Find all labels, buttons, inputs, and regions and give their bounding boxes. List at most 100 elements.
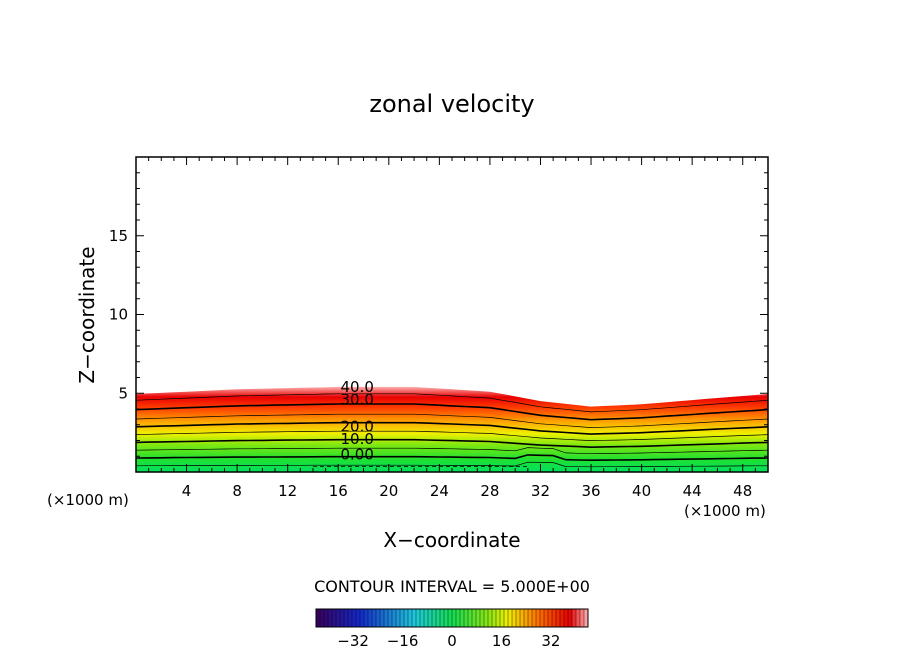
- colorbar-swatch: [344, 609, 349, 627]
- colorbar-swatch: [524, 609, 529, 627]
- contour-label: 20.0: [340, 417, 373, 435]
- x-tick-label: 16: [329, 482, 348, 500]
- colorbar-frame: [315, 608, 589, 628]
- colorbar-swatch: [568, 609, 573, 627]
- colorbar-swatch: [316, 609, 321, 627]
- contour-labels: 40.030.0 20.010.00.00: [340, 378, 373, 464]
- colorbar-swatch: [388, 609, 393, 627]
- colorbar-swatch: [572, 609, 577, 627]
- colorbar-swatch: [408, 609, 413, 627]
- colorbar-swatch: [352, 609, 357, 627]
- contour-line: [136, 393, 768, 413]
- colorbar-swatch: [356, 609, 361, 627]
- chart-title: zonal velocity: [369, 90, 534, 118]
- colorbar-swatch: [324, 609, 329, 627]
- x-unit-left: (×1000 m): [47, 491, 129, 509]
- colorbar-swatch: [476, 609, 481, 627]
- x-tick-label: 4: [182, 482, 192, 500]
- contour-line: [136, 461, 768, 468]
- x-unit-right: (×1000 m): [684, 502, 766, 520]
- contour-lines: [136, 393, 768, 468]
- colorbar-swatch: [396, 609, 401, 627]
- x-tick-label: 12: [278, 482, 297, 500]
- colorbar-tick-label: −16: [387, 632, 419, 650]
- colorbar-swatch: [532, 609, 537, 627]
- contour-line: [136, 421, 768, 435]
- x-tick-label: 32: [531, 482, 550, 500]
- colorbar-swatch: [432, 609, 437, 627]
- colorbar-swatch: [384, 609, 389, 627]
- colorbar-swatch: [448, 609, 453, 627]
- contour-line: [136, 447, 768, 455]
- contour-line: [136, 438, 768, 449]
- y-axis-ticks: 5 10 15: [109, 172, 768, 457]
- x-tick-label: 28: [480, 482, 499, 500]
- colorbar: [315, 608, 589, 628]
- colorbar-swatch: [552, 609, 557, 627]
- colorbar-swatch: [332, 609, 337, 627]
- colorbar-swatch: [428, 609, 433, 627]
- colorbar-swatch: [320, 609, 325, 627]
- x-tick-label: 48: [733, 482, 752, 500]
- colorbar-swatch: [464, 609, 469, 627]
- colorbar-swatch: [492, 609, 497, 627]
- colorbar-swatch: [580, 609, 585, 627]
- colorbar-swatch: [584, 609, 589, 627]
- colorbar-swatch: [520, 609, 525, 627]
- colorbar-swatch: [504, 609, 509, 627]
- colorbar-swatch: [440, 609, 445, 627]
- colorbar-tick-labels: −32 −16 0 16 32: [337, 632, 560, 650]
- x-tick-label: 40: [632, 482, 651, 500]
- colorbar-swatch: [548, 609, 553, 627]
- y-tick-label: 5: [118, 384, 128, 402]
- y-axis-title: Z−coordinate: [75, 246, 99, 383]
- colorbar-swatch: [436, 609, 441, 627]
- x-tick-label: 8: [232, 482, 242, 500]
- colorbar-swatch: [364, 609, 369, 627]
- colorbar-tick-label: 16: [492, 632, 511, 650]
- colorbar-swatch: [444, 609, 449, 627]
- contour-line: [136, 454, 768, 462]
- colorbar-swatch: [380, 609, 385, 627]
- contour-line: [136, 403, 768, 421]
- colorbar-swatch: [348, 609, 353, 627]
- colorbar-swatch: [392, 609, 397, 627]
- contour-interval-text: CONTOUR INTERVAL = 5.000E+00: [314, 577, 590, 596]
- colorbar-swatch: [376, 609, 381, 627]
- contour-label: 30.0: [340, 391, 373, 409]
- colorbar-swatch: [544, 609, 549, 627]
- x-tick-label: 24: [430, 482, 449, 500]
- colorbar-swatch: [516, 609, 521, 627]
- colorbar-swatch: [468, 609, 473, 627]
- contour-label: 10.0: [340, 430, 373, 448]
- colorbar-swatch: [400, 609, 405, 627]
- colorbar-swatch: [564, 609, 569, 627]
- colorbar-swatch: [500, 609, 505, 627]
- colorbar-swatch: [340, 609, 345, 627]
- colorbar-swatch: [456, 609, 461, 627]
- colorbar-tick-label: −32: [337, 632, 369, 650]
- y-tick-label: 10: [109, 306, 128, 324]
- colorbar-swatch: [484, 609, 489, 627]
- colorbar-swatch: [556, 609, 561, 627]
- contour-line: [136, 430, 768, 441]
- colorbar-swatch: [336, 609, 341, 627]
- colorbar-swatch: [424, 609, 429, 627]
- x-axis-ticks: 4 8 12 16 20 24 28 32 36 40 44 48: [148, 157, 756, 500]
- colorbar-tick-label: 32: [541, 632, 560, 650]
- velocity-field: [136, 386, 768, 472]
- x-tick-label: 36: [581, 482, 600, 500]
- contour-line: [136, 413, 768, 428]
- colorbar-swatch: [360, 609, 365, 627]
- colorbar-swatch: [412, 609, 417, 627]
- colorbar-swatch: [488, 609, 493, 627]
- colorbar-swatch: [368, 609, 373, 627]
- velocity-fill: [136, 386, 768, 472]
- colorbar-swatch: [472, 609, 477, 627]
- colorbar-swatch: [540, 609, 545, 627]
- y-tick-label: 15: [109, 227, 128, 245]
- x-tick-label: 20: [379, 482, 398, 500]
- colorbar-swatch: [404, 609, 409, 627]
- colorbar-swatch: [372, 609, 377, 627]
